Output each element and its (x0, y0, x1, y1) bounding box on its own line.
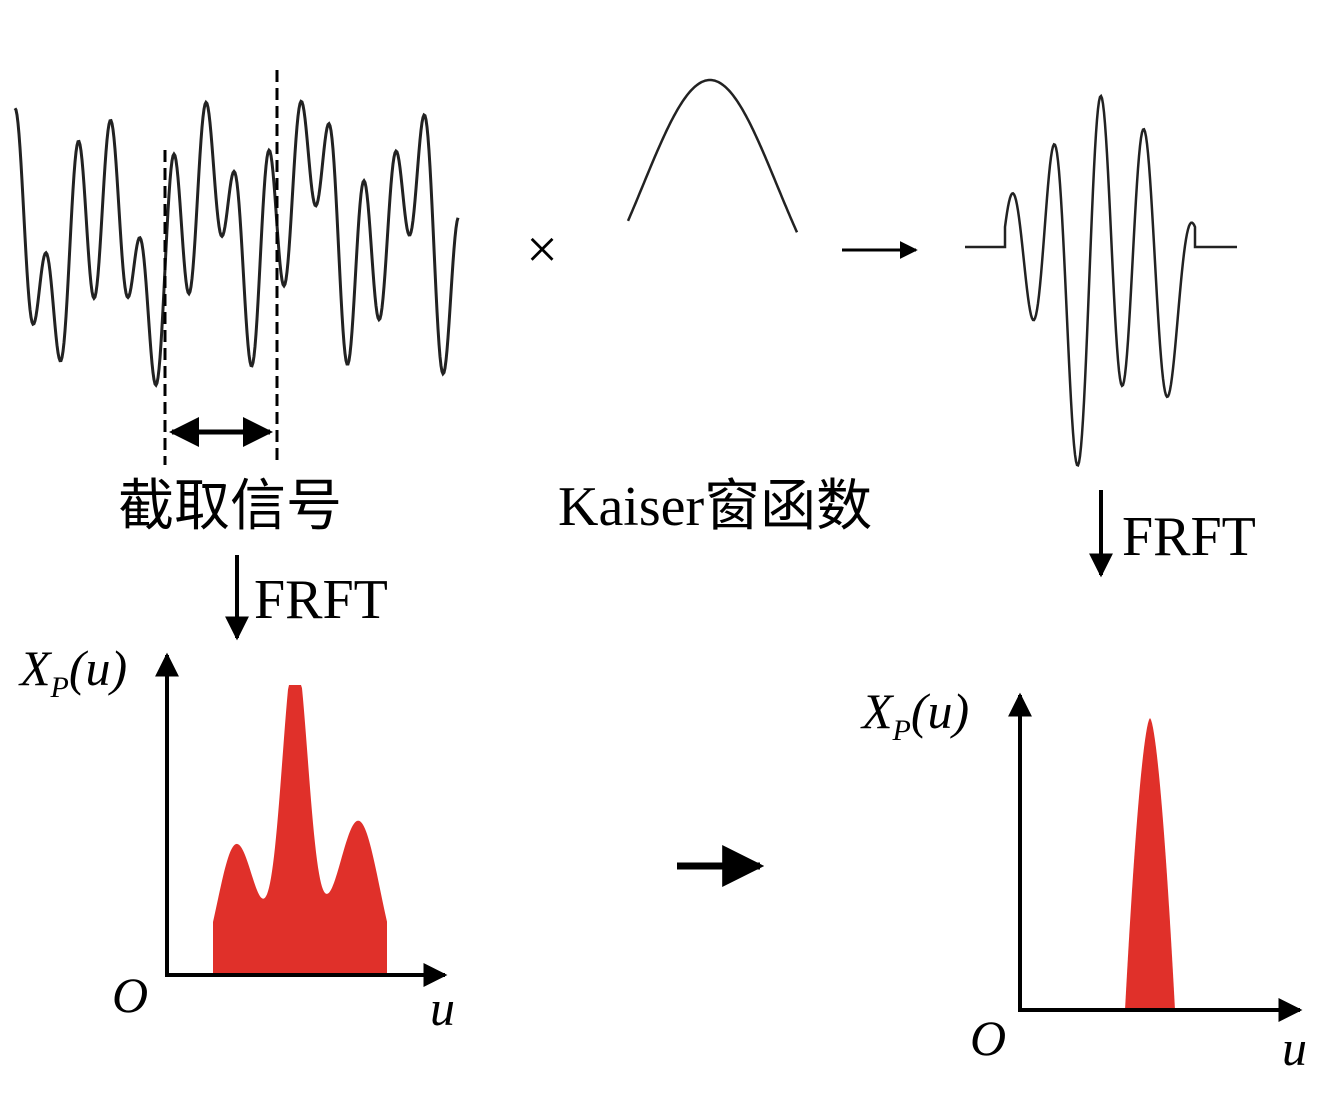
spectrum-left (213, 685, 387, 975)
x-axis-label: u (1282, 1020, 1307, 1076)
window-label: Kaiser窗函数 (558, 476, 872, 538)
kaiser-window (626, 78, 799, 233)
y-sub: P (50, 671, 69, 704)
y-arg: (u) (911, 683, 969, 739)
windowed-signal (965, 93, 1237, 467)
origin-label: O (970, 1010, 1006, 1066)
y-arg: (u) (69, 640, 127, 696)
frft-left: FRFT (254, 569, 388, 631)
spectrum-right (1125, 718, 1175, 1010)
origin-label: O (112, 967, 148, 1023)
input-signal (13, 99, 460, 388)
y-axis-label: XP(u) (18, 640, 127, 704)
y-sub: P (892, 714, 911, 747)
truncate-label: 截取信号 (118, 474, 342, 539)
y-label: X (18, 640, 53, 696)
y-axis-label: XP(u) (860, 683, 969, 747)
times: × (526, 219, 558, 281)
frft-right: FRFT (1122, 506, 1256, 568)
window-text: Kaiser窗函数 (558, 476, 872, 538)
y-label: X (860, 683, 895, 739)
x-axis-label: u (430, 980, 455, 1036)
